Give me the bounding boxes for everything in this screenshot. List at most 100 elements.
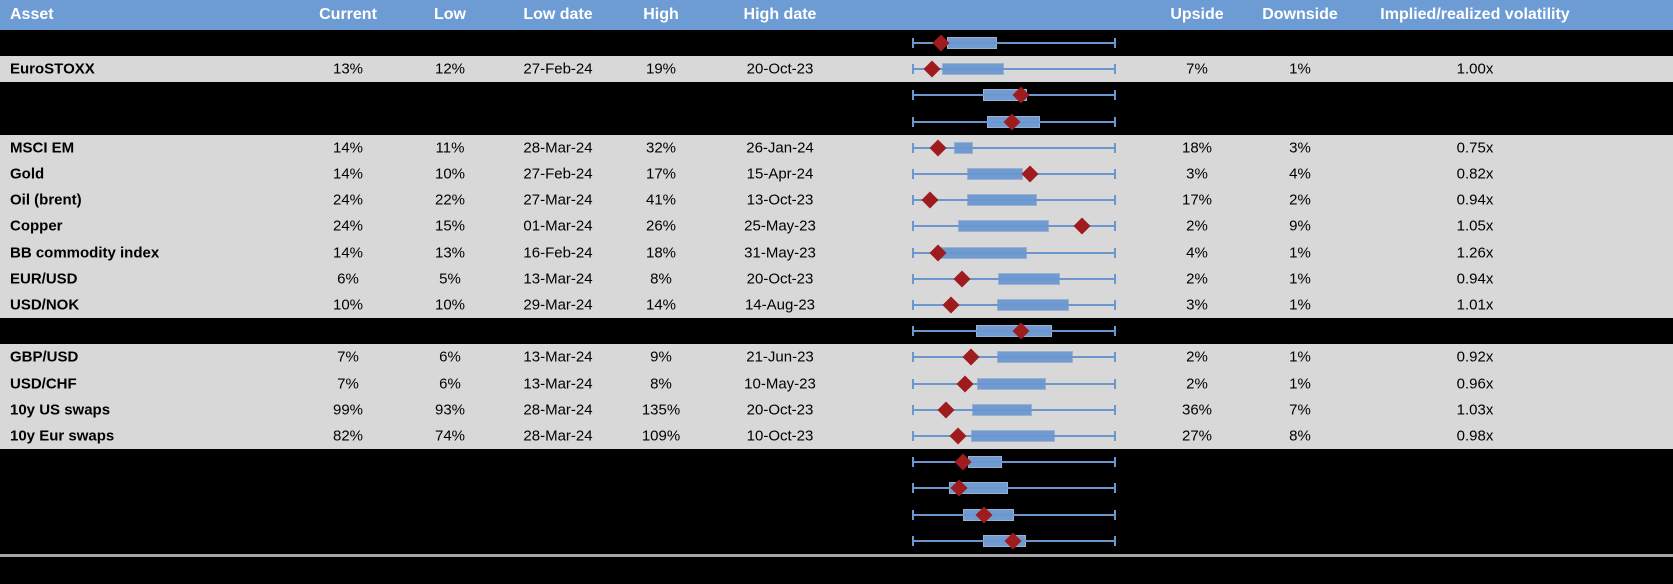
- cell-low[interactable]: 93%: [434, 401, 466, 419]
- cell-upside[interactable]: 4%: [1186, 244, 1208, 262]
- cell-high[interactable]: 18%: [645, 244, 677, 262]
- header-downside[interactable]: Downside: [1262, 6, 1338, 23]
- cell-high[interactable]: 32%: [645, 139, 677, 157]
- cell-upside[interactable]: 2%: [1186, 270, 1208, 288]
- cell-downside[interactable]: 1%: [1289, 296, 1311, 314]
- cell-high[interactable]: 109%: [641, 427, 681, 445]
- cell-low-date[interactable]: 13-Mar-24: [523, 348, 593, 366]
- cell-low[interactable]: 15%: [434, 217, 466, 235]
- cell-current[interactable]: 24%: [332, 191, 364, 209]
- header-upside[interactable]: Upside: [1170, 6, 1224, 23]
- cell-high-date[interactable]: 26-Jan-24: [746, 139, 814, 157]
- cell-low-date[interactable]: 13-Mar-24: [523, 375, 593, 393]
- cell-downside[interactable]: 3%: [1289, 139, 1311, 157]
- cell-upside[interactable]: 2%: [1186, 375, 1208, 393]
- cell-downside[interactable]: 4%: [1289, 165, 1311, 183]
- cell-high[interactable]: 41%: [645, 191, 677, 209]
- cell-high-date[interactable]: 14-Aug-23: [744, 296, 816, 314]
- cell-high[interactable]: 8%: [650, 270, 672, 288]
- cell-low-date[interactable]: 01-Mar-24: [523, 217, 593, 235]
- cell-current[interactable]: 82%: [332, 427, 364, 445]
- cell-current[interactable]: 7%: [337, 348, 359, 366]
- cell-high[interactable]: 9%: [650, 348, 672, 366]
- cell-low[interactable]: 6%: [439, 348, 461, 366]
- cell-asset[interactable]: Gold: [10, 165, 45, 183]
- cell-high-date[interactable]: 20-Oct-23: [746, 401, 814, 419]
- cell-implied-realized-volatility[interactable]: 1.26x: [1456, 244, 1494, 262]
- cell-implied-realized-volatility[interactable]: 0.75x: [1456, 139, 1494, 157]
- cell-downside[interactable]: 1%: [1289, 244, 1311, 262]
- cell-low-date[interactable]: 28-Mar-24: [523, 139, 593, 157]
- cell-upside[interactable]: 2%: [1186, 348, 1208, 366]
- cell-low[interactable]: 22%: [434, 191, 466, 209]
- cell-high[interactable]: 17%: [645, 165, 677, 183]
- cell-downside[interactable]: 1%: [1289, 270, 1311, 288]
- cell-downside[interactable]: 7%: [1289, 401, 1311, 419]
- cell-low-date[interactable]: 27-Feb-24: [523, 165, 593, 183]
- cell-low[interactable]: 5%: [439, 270, 461, 288]
- cell-current[interactable]: 7%: [337, 375, 359, 393]
- cell-low-date[interactable]: 28-Mar-24: [523, 401, 593, 419]
- cell-low[interactable]: 74%: [434, 427, 466, 445]
- cell-asset[interactable]: Oil (brent): [10, 191, 82, 209]
- cell-current[interactable]: 13%: [332, 60, 364, 78]
- cell-implied-realized-volatility[interactable]: 0.94x: [1456, 270, 1494, 288]
- cell-downside[interactable]: 2%: [1289, 191, 1311, 209]
- cell-high[interactable]: 26%: [645, 217, 677, 235]
- cell-current[interactable]: 10%: [332, 296, 364, 314]
- cell-upside[interactable]: 18%: [1181, 139, 1213, 157]
- cell-low[interactable]: 13%: [434, 244, 466, 262]
- cell-high[interactable]: 14%: [645, 296, 677, 314]
- cell-implied-realized-volatility[interactable]: 0.82x: [1456, 165, 1494, 183]
- cell-upside[interactable]: 2%: [1186, 217, 1208, 235]
- cell-implied-realized-volatility[interactable]: 0.92x: [1456, 348, 1494, 366]
- cell-implied-realized-volatility[interactable]: 0.96x: [1456, 375, 1494, 393]
- cell-low[interactable]: 11%: [435, 139, 465, 157]
- cell-asset[interactable]: EuroSTOXX: [10, 60, 95, 78]
- cell-asset[interactable]: 10y Eur swaps: [10, 427, 115, 445]
- cell-downside[interactable]: 1%: [1289, 60, 1311, 78]
- cell-current[interactable]: 6%: [337, 270, 359, 288]
- cell-current[interactable]: 99%: [332, 401, 364, 419]
- cell-low-date[interactable]: 27-Mar-24: [523, 191, 593, 209]
- header-asset[interactable]: Asset: [10, 6, 54, 23]
- cell-low[interactable]: 6%: [439, 375, 461, 393]
- cell-implied-realized-volatility[interactable]: 1.01x: [1456, 296, 1494, 314]
- cell-high[interactable]: 19%: [645, 60, 677, 78]
- cell-implied-realized-volatility[interactable]: 0.94x: [1456, 191, 1494, 209]
- header-high[interactable]: High: [643, 6, 679, 23]
- cell-upside[interactable]: 17%: [1181, 191, 1213, 209]
- cell-high-date[interactable]: 21-Jun-23: [746, 348, 814, 366]
- cell-high-date[interactable]: 13-Oct-23: [746, 191, 814, 209]
- cell-high[interactable]: 8%: [650, 375, 672, 393]
- cell-asset[interactable]: 10y US swaps: [10, 401, 111, 419]
- cell-upside[interactable]: 3%: [1186, 165, 1208, 183]
- header-implied-realized-volatility[interactable]: Implied/realized volatility: [1380, 6, 1570, 23]
- cell-asset[interactable]: USD/NOK: [10, 296, 80, 314]
- cell-high[interactable]: 135%: [641, 401, 681, 419]
- cell-asset[interactable]: Copper: [10, 217, 63, 235]
- cell-high-date[interactable]: 10-Oct-23: [746, 427, 814, 445]
- cell-downside[interactable]: 9%: [1289, 217, 1311, 235]
- cell-current[interactable]: 14%: [332, 244, 364, 262]
- cell-low-date[interactable]: 13-Mar-24: [523, 270, 593, 288]
- cell-low-date[interactable]: 29-Mar-24: [523, 296, 593, 314]
- cell-upside[interactable]: 36%: [1181, 401, 1213, 419]
- cell-low[interactable]: 10%: [434, 296, 466, 314]
- cell-implied-realized-volatility[interactable]: 1.03x: [1456, 401, 1494, 419]
- header-high-date[interactable]: High date: [743, 6, 817, 23]
- cell-asset[interactable]: GBP/USD: [10, 348, 79, 366]
- cell-low-date[interactable]: 27-Feb-24: [523, 60, 593, 78]
- cell-low[interactable]: 12%: [434, 60, 466, 78]
- cell-current[interactable]: 14%: [332, 139, 364, 157]
- cell-downside[interactable]: 1%: [1289, 348, 1311, 366]
- header-current[interactable]: Current: [319, 6, 377, 23]
- cell-low[interactable]: 10%: [434, 165, 466, 183]
- cell-asset[interactable]: USD/CHF: [10, 375, 77, 393]
- cell-implied-realized-volatility[interactable]: 1.05x: [1456, 217, 1494, 235]
- header-low[interactable]: Low: [434, 6, 466, 23]
- header-low-date[interactable]: Low date: [523, 6, 593, 23]
- cell-low-date[interactable]: 16-Feb-24: [523, 244, 593, 262]
- cell-implied-realized-volatility[interactable]: 0.98x: [1456, 427, 1494, 445]
- cell-downside[interactable]: 8%: [1289, 427, 1311, 445]
